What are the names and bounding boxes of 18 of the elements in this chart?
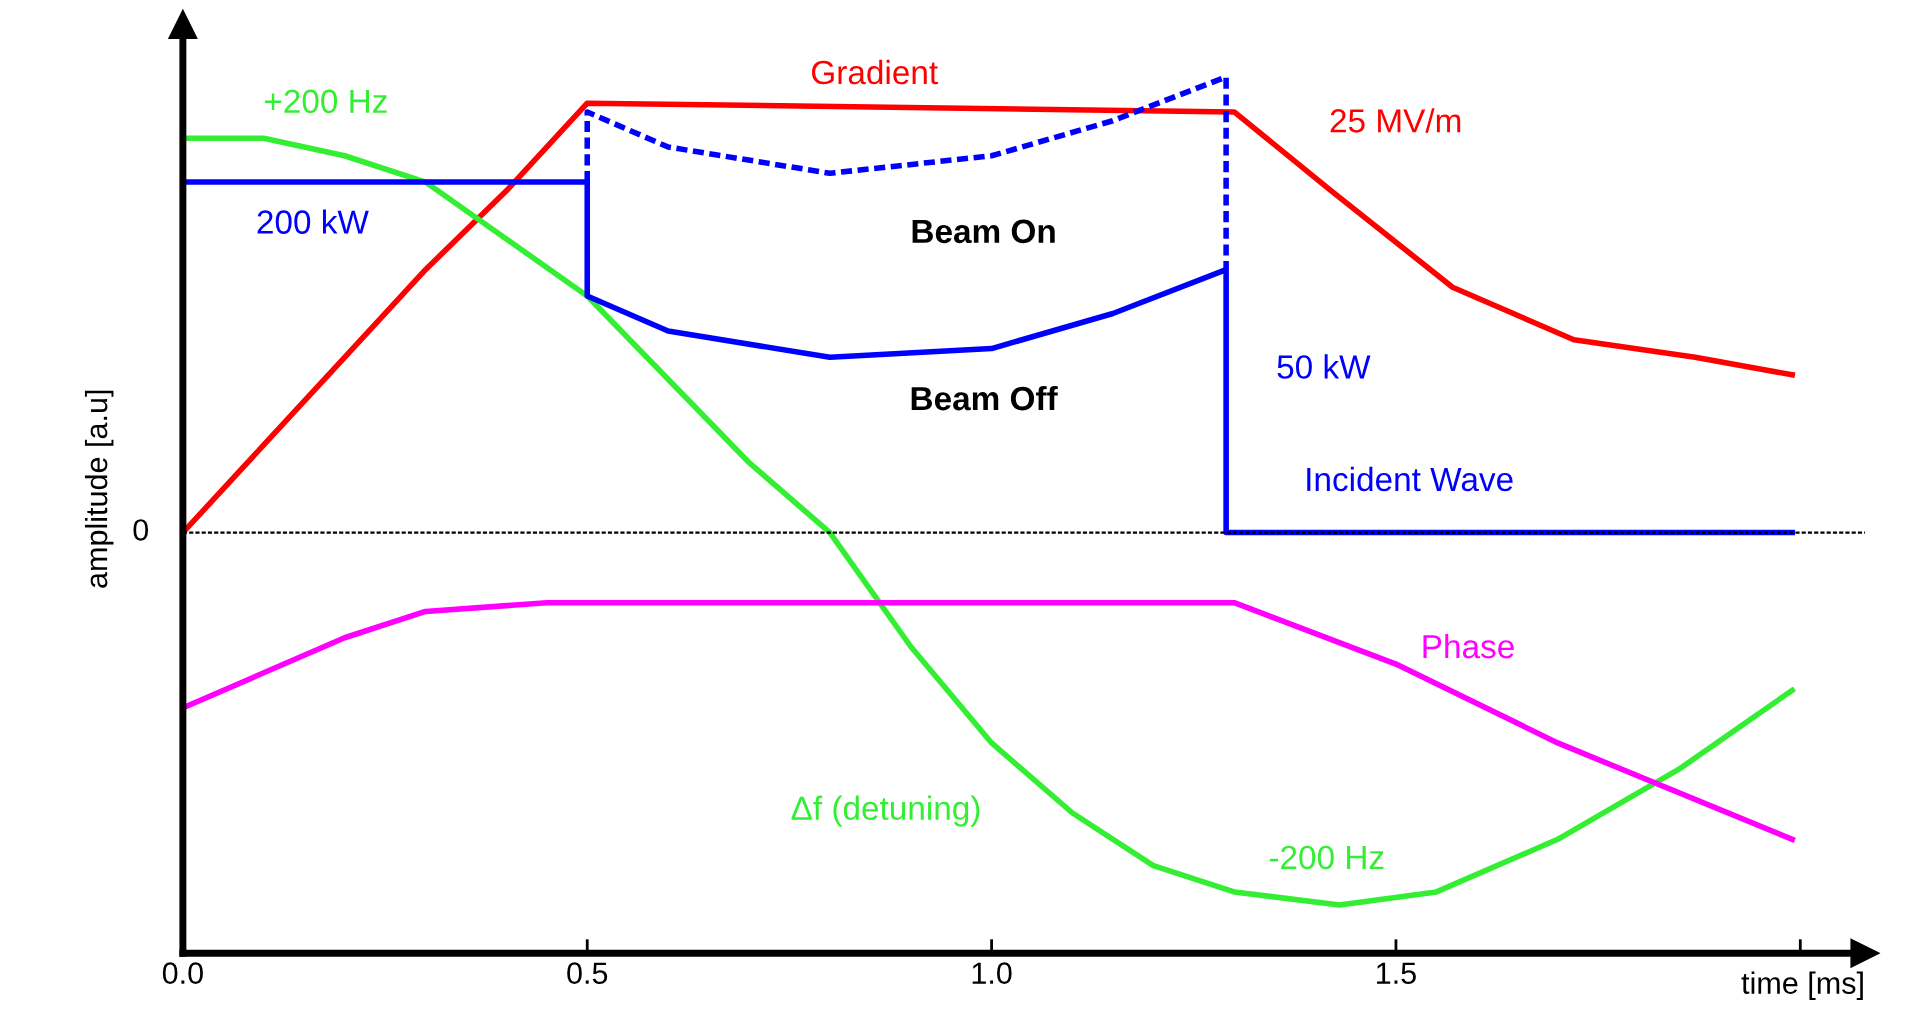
annotation: 25 MV/m (1330, 108, 1461, 133)
series-label: Δf (detuning) (791, 795, 980, 827)
x-axis-title: time [ms] (1741, 971, 1863, 1000)
annotation: Beam On (912, 219, 1055, 244)
x-tick-label: 0.0 (162, 962, 203, 985)
series-label: Incident Wave (1307, 466, 1513, 492)
y-axis-title: amplitude [a.u] (84, 390, 114, 588)
series-label: Gradient (811, 59, 938, 85)
annotation: 200 kW (257, 209, 369, 234)
annotation: 50 kW (1277, 354, 1371, 379)
x-tick-label: 1.5 (1377, 962, 1416, 985)
x-tick-label: 1.0 (972, 962, 1012, 985)
annotation: +200 Hz (264, 89, 387, 114)
annotation: Beam Off (911, 385, 1058, 411)
annotation: -200 Hz (1269, 845, 1384, 870)
ref-line-label: 0 (133, 519, 149, 541)
x-tick-label: 0.5 (567, 962, 608, 985)
series-label: Phase (1423, 633, 1514, 659)
